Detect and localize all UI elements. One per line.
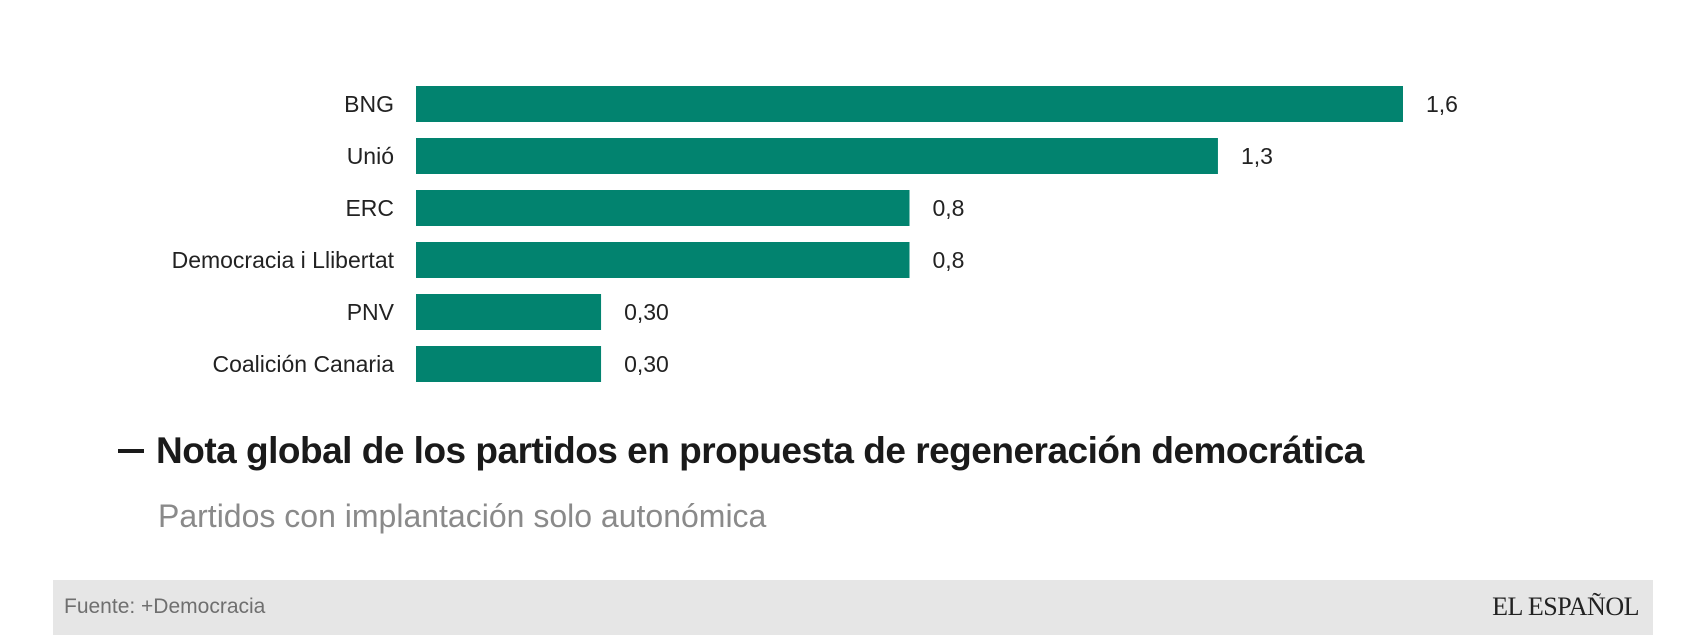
category-label: ERC [345, 195, 394, 221]
category-label: Coalición Canaria [212, 351, 394, 377]
value-label: 1,3 [1241, 143, 1273, 169]
value-label: 0,8 [933, 247, 965, 273]
bar-2 [416, 190, 910, 226]
value-label: 0,30 [624, 351, 669, 377]
bar-5 [416, 346, 602, 382]
category-label: BNG [344, 91, 394, 117]
category-label: Unió [347, 143, 394, 169]
source-note: Fuente: +Democracia [64, 595, 266, 618]
value-label: 1,6 [1426, 91, 1458, 117]
bar-1 [416, 138, 1218, 174]
value-label: 0,8 [933, 195, 965, 221]
footer-bar: Fuente: +Democracia EL ESPAÑOL [53, 580, 1653, 635]
category-label: Democracia i Llibertat [172, 247, 395, 273]
value-label: 0,30 [624, 299, 669, 325]
bar-3 [416, 242, 910, 278]
chart-title-block: Nota global de los partidos en propuesta… [118, 430, 1364, 472]
bar-4 [416, 294, 602, 330]
category-label: PNV [347, 299, 395, 325]
chart-title: Nota global de los partidos en propuesta… [156, 430, 1364, 471]
bar-chart: BNG 1,6 Unió 1,3 ERC 0,8 Democracia i Lliberta… [172, 86, 1458, 382]
title-dash-icon [118, 449, 144, 453]
publisher-logo: EL ESPAÑOL [1492, 592, 1639, 621]
chart-subtitle: Partidos con implantación solo autonómic… [158, 498, 767, 534]
bar-0 [416, 86, 1403, 122]
